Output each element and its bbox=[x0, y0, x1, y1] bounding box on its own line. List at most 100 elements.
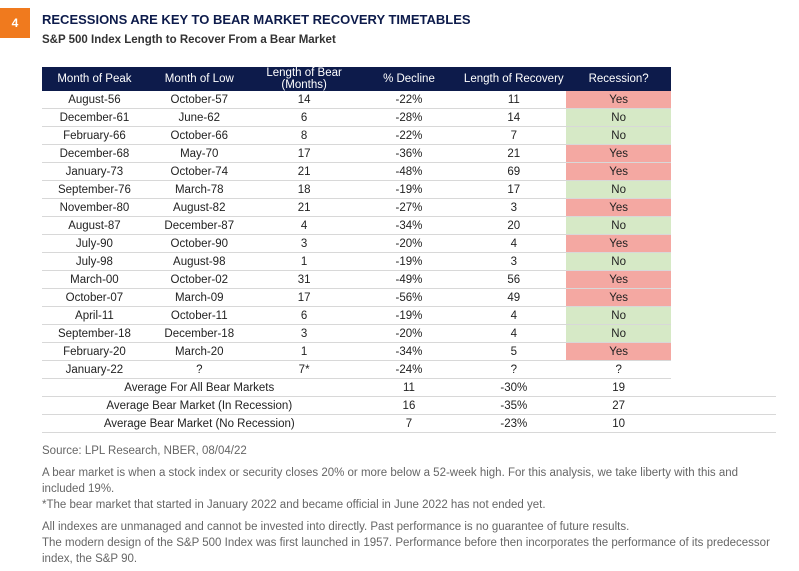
table-cell: March-78 bbox=[146, 180, 252, 199]
table-cell: 1 bbox=[251, 342, 357, 361]
table-row: March-00 October-02 31 -49% 56 Yes bbox=[42, 270, 776, 289]
table-cell: March-20 bbox=[146, 342, 252, 361]
table-cell: Average Bear Market (No Recession) bbox=[42, 414, 357, 433]
table-cell: No bbox=[566, 180, 672, 199]
table-cell: November-80 bbox=[42, 198, 147, 217]
table-cell: 14 bbox=[461, 108, 567, 127]
table-cell: No bbox=[566, 216, 672, 235]
note: The modern design of the S&P 500 Index w… bbox=[42, 537, 770, 565]
column-header: Month of Low bbox=[146, 67, 252, 91]
table-cell: 3 bbox=[461, 198, 567, 217]
table-cell: 21 bbox=[251, 198, 357, 217]
table-cell: September-76 bbox=[42, 180, 147, 199]
table-cell: -22% bbox=[356, 91, 462, 109]
table-cell: March-00 bbox=[42, 270, 147, 289]
note: All indexes are unmanaged and cannot be … bbox=[42, 521, 630, 533]
table-cell: No bbox=[566, 126, 672, 145]
table-row: January-73 October-74 21 -48% 69 Yes bbox=[42, 162, 776, 181]
table-cell: No bbox=[566, 324, 672, 343]
table: Month of Peak Month of Low Length of Bear … bbox=[42, 67, 776, 433]
notes: A bear market is when a stock index or s… bbox=[42, 465, 777, 567]
table-cell: -23% bbox=[461, 414, 567, 433]
table-row: September-18 December-18 3 -20% 4 No bbox=[42, 324, 776, 343]
table-cell: February-20 bbox=[42, 342, 147, 361]
table-cell: -34% bbox=[356, 216, 462, 235]
table-cell: -19% bbox=[356, 180, 462, 199]
table-cell: 7 bbox=[461, 126, 567, 145]
table-cell bbox=[671, 396, 776, 415]
source: Source: LPL Research, NBER, 08/04/22 bbox=[42, 445, 247, 457]
table-cell: July-90 bbox=[42, 234, 147, 253]
table-cell: August-87 bbox=[42, 216, 147, 235]
table-row: August-87 December-87 4 -34% 20 No bbox=[42, 216, 776, 235]
table-row: September-76 March-78 18 -19% 17 No bbox=[42, 180, 776, 199]
column-header: Recession? bbox=[566, 67, 672, 91]
table-cell: No bbox=[566, 108, 672, 127]
table-cell: December-87 bbox=[146, 216, 252, 235]
table-row: February-20 March-20 1 -34% 5 Yes bbox=[42, 342, 776, 361]
column-header: Month of Peak bbox=[42, 67, 147, 91]
table-cell: Yes bbox=[566, 91, 672, 109]
table-cell: August-56 bbox=[42, 91, 147, 109]
table-cell: Average For All Bear Markets bbox=[42, 378, 357, 397]
table-row: December-68 May-70 17 -36% 21 Yes bbox=[42, 144, 776, 163]
table-cell: ? bbox=[461, 360, 567, 379]
note: *The bear market that started in January… bbox=[42, 499, 546, 511]
table-cell: -20% bbox=[356, 234, 462, 253]
title: RECESSIONS ARE KEY TO BEAR MARKET RECOVE… bbox=[42, 12, 471, 27]
table-cell: October-66 bbox=[146, 126, 252, 145]
table-row: April-11 October-11 6 -19% 4 No bbox=[42, 306, 776, 325]
table-cell: October-90 bbox=[146, 234, 252, 253]
table-cell: 16 bbox=[356, 396, 462, 415]
table-cell: -30% bbox=[461, 378, 567, 397]
table-cell: 18 bbox=[251, 180, 357, 199]
table-row: February-66 October-66 8 -22% 7 No bbox=[42, 126, 776, 145]
table-cell: June-62 bbox=[146, 108, 252, 127]
table-cell: No bbox=[566, 306, 672, 325]
table-cell: 4 bbox=[461, 324, 567, 343]
table-cell: 17 bbox=[461, 180, 567, 199]
table-cell: October-07 bbox=[42, 288, 147, 307]
table-cell: 8 bbox=[251, 126, 357, 145]
table-cell: -28% bbox=[356, 108, 462, 127]
table-cell: July-98 bbox=[42, 252, 147, 271]
table-cell: 27 bbox=[566, 396, 672, 415]
table-cell: October-57 bbox=[146, 91, 252, 109]
table-cell: 21 bbox=[251, 162, 357, 181]
column-header: Length of Bear (Months) bbox=[251, 67, 357, 91]
table-row: Average For All Bear Markets 11 -30% 19 bbox=[42, 378, 776, 397]
table-cell: -22% bbox=[356, 126, 462, 145]
table-cell: -24% bbox=[356, 360, 462, 379]
table-row: July-90 October-90 3 -20% 4 Yes bbox=[42, 234, 776, 253]
table-cell: 4 bbox=[461, 234, 567, 253]
table-cell bbox=[671, 414, 776, 433]
table-cell: September-18 bbox=[42, 324, 147, 343]
table-cell: October-11 bbox=[146, 306, 252, 325]
table-cell: December-68 bbox=[42, 144, 147, 163]
table-cell: April-11 bbox=[42, 306, 147, 325]
table-cell: 17 bbox=[251, 288, 357, 307]
table-cell: Average Bear Market (In Recession) bbox=[42, 396, 357, 415]
table-row: August-56 October-57 14 -22% 11 Yes bbox=[42, 91, 776, 109]
table-cell: 69 bbox=[461, 162, 567, 181]
table-cell: Yes bbox=[566, 144, 672, 163]
table-cell: 21 bbox=[461, 144, 567, 163]
table-cell: January-73 bbox=[42, 162, 147, 181]
table-cell: No bbox=[566, 252, 672, 271]
table-cell: 17 bbox=[251, 144, 357, 163]
table-cell bbox=[671, 378, 776, 397]
table-cell: 6 bbox=[251, 108, 357, 127]
table-cell: 4 bbox=[461, 306, 567, 325]
table-cell: -19% bbox=[356, 306, 462, 325]
table-row: November-80 August-82 21 -27% 3 Yes bbox=[42, 198, 776, 217]
table-cell: December-61 bbox=[42, 108, 147, 127]
table-cell: August-82 bbox=[146, 198, 252, 217]
table-cell: Yes bbox=[566, 270, 672, 289]
table-cell: 11 bbox=[461, 91, 567, 109]
table-cell: 1 bbox=[251, 252, 357, 271]
table-cell: October-74 bbox=[146, 162, 252, 181]
table-row: Average Bear Market (No Recession) 7 -23% 1… bbox=[42, 414, 776, 433]
table-cell: -49% bbox=[356, 270, 462, 289]
table-cell: -35% bbox=[461, 396, 567, 415]
